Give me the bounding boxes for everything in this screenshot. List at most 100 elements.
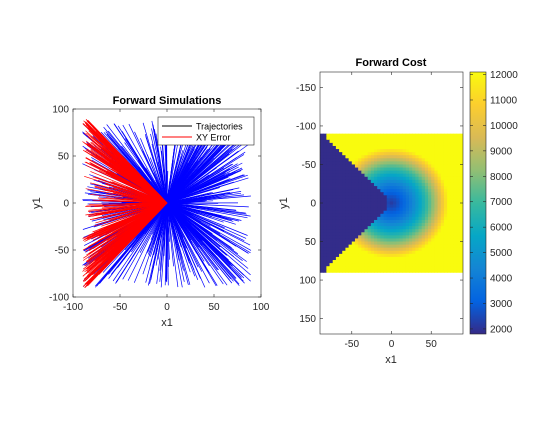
heatmap-cell [374, 242, 378, 245]
heatmap-cell [453, 263, 457, 266]
heatmap-cell [380, 192, 384, 195]
heatmap-cell [409, 146, 413, 149]
heatmap-cell [323, 238, 327, 241]
heatmap-cell [450, 149, 454, 152]
heatmap-cell [453, 223, 457, 226]
heatmap-cell [320, 192, 324, 195]
y-tick-label: 0 [63, 199, 69, 210]
x-tick-label: 50 [426, 339, 438, 350]
heatmap-cell [384, 257, 388, 260]
heatmap-cell [447, 192, 451, 195]
heatmap-cell [330, 161, 334, 164]
heatmap-cell [355, 168, 359, 171]
heatmap-cell [336, 134, 340, 137]
colorbar-tick-label: 11000 [490, 95, 518, 106]
heatmap-cell [368, 226, 372, 229]
heatmap-cell [377, 242, 381, 245]
heatmap-cell [323, 226, 327, 229]
heatmap-cell [339, 168, 343, 171]
heatmap-cell [333, 226, 337, 229]
heatmap-cell [380, 164, 384, 167]
heatmap-cell [399, 263, 403, 266]
heatmap-cell [330, 155, 334, 158]
heatmap-cell [323, 143, 327, 146]
heatmap-cell [441, 177, 445, 180]
heatmap-cell [406, 146, 410, 149]
heatmap-cell [352, 140, 356, 143]
heatmap-cell [390, 269, 394, 272]
heatmap-cell [352, 180, 356, 183]
heatmap-cell [422, 168, 426, 171]
heatmap-cell [415, 238, 419, 241]
heatmap-cell [387, 242, 391, 245]
heatmap-cell [412, 140, 416, 143]
heatmap-cell [412, 220, 416, 223]
heatmap-cell [358, 242, 362, 245]
heatmap-cell [368, 137, 372, 140]
heatmap-cell [358, 238, 362, 241]
heatmap-cell [361, 251, 365, 254]
heatmap-cell [352, 269, 356, 272]
heatmap-cell [406, 217, 410, 220]
heatmap-cell [393, 208, 397, 211]
heatmap-cell [330, 140, 334, 143]
heatmap-cell [345, 263, 349, 266]
heatmap-cell [336, 257, 340, 260]
heatmap-cell [377, 232, 381, 235]
heatmap-cell [393, 269, 397, 272]
heatmap-cell [425, 248, 429, 251]
heatmap-cell [320, 198, 324, 201]
heatmap-cell [336, 192, 340, 195]
heatmap-cell [422, 254, 426, 257]
heatmap-cell [434, 161, 438, 164]
heatmap-cell [374, 260, 378, 263]
heatmap-cell [457, 195, 461, 198]
heatmap-cell [364, 158, 368, 161]
heatmap-cell [361, 174, 365, 177]
heatmap-cell [425, 198, 429, 201]
heatmap-cell [377, 158, 381, 161]
heatmap-cell [380, 248, 384, 251]
heatmap-cell [339, 140, 343, 143]
heatmap-cell [438, 251, 442, 254]
heatmap-cell [431, 189, 435, 192]
heatmap-cell [358, 232, 362, 235]
heatmap-cell [412, 223, 416, 226]
heatmap-cell [412, 189, 416, 192]
heatmap-cell [393, 223, 397, 226]
heatmap-cell [399, 164, 403, 167]
heatmap-cell [364, 266, 368, 269]
heatmap-cell [457, 245, 461, 248]
heatmap-cell [320, 168, 324, 171]
heatmap-cell [345, 155, 349, 158]
heatmap-cell [447, 161, 451, 164]
heatmap-cell [320, 251, 324, 254]
heatmap-cell [330, 171, 334, 174]
y-tick-label: 100 [52, 105, 69, 116]
heatmap-cell [403, 205, 407, 208]
heatmap-cell [336, 263, 340, 266]
heatmap-cell [447, 180, 451, 183]
heatmap-cell [447, 198, 451, 201]
heatmap-cell [371, 214, 375, 217]
heatmap-cell [326, 266, 330, 269]
heatmap-cell [390, 205, 394, 208]
heatmap-cell [419, 134, 423, 137]
heatmap-cell [453, 189, 457, 192]
heatmap-cell [345, 146, 349, 149]
heatmap-cell [457, 263, 461, 266]
heatmap-cell [368, 158, 372, 161]
heatmap-cell [361, 168, 365, 171]
heatmap-cell [380, 168, 384, 171]
heatmap-cell [450, 180, 454, 183]
heatmap-cell [425, 158, 429, 161]
heatmap-cell [364, 205, 368, 208]
heatmap-cell [438, 183, 442, 186]
heatmap-cell [403, 217, 407, 220]
heatmap-cell [431, 161, 435, 164]
heatmap-cell [342, 220, 346, 223]
heatmap-cell [447, 155, 451, 158]
heatmap-cell [355, 232, 359, 235]
heatmap-cell [361, 235, 365, 238]
heatmap-cell [368, 248, 372, 251]
